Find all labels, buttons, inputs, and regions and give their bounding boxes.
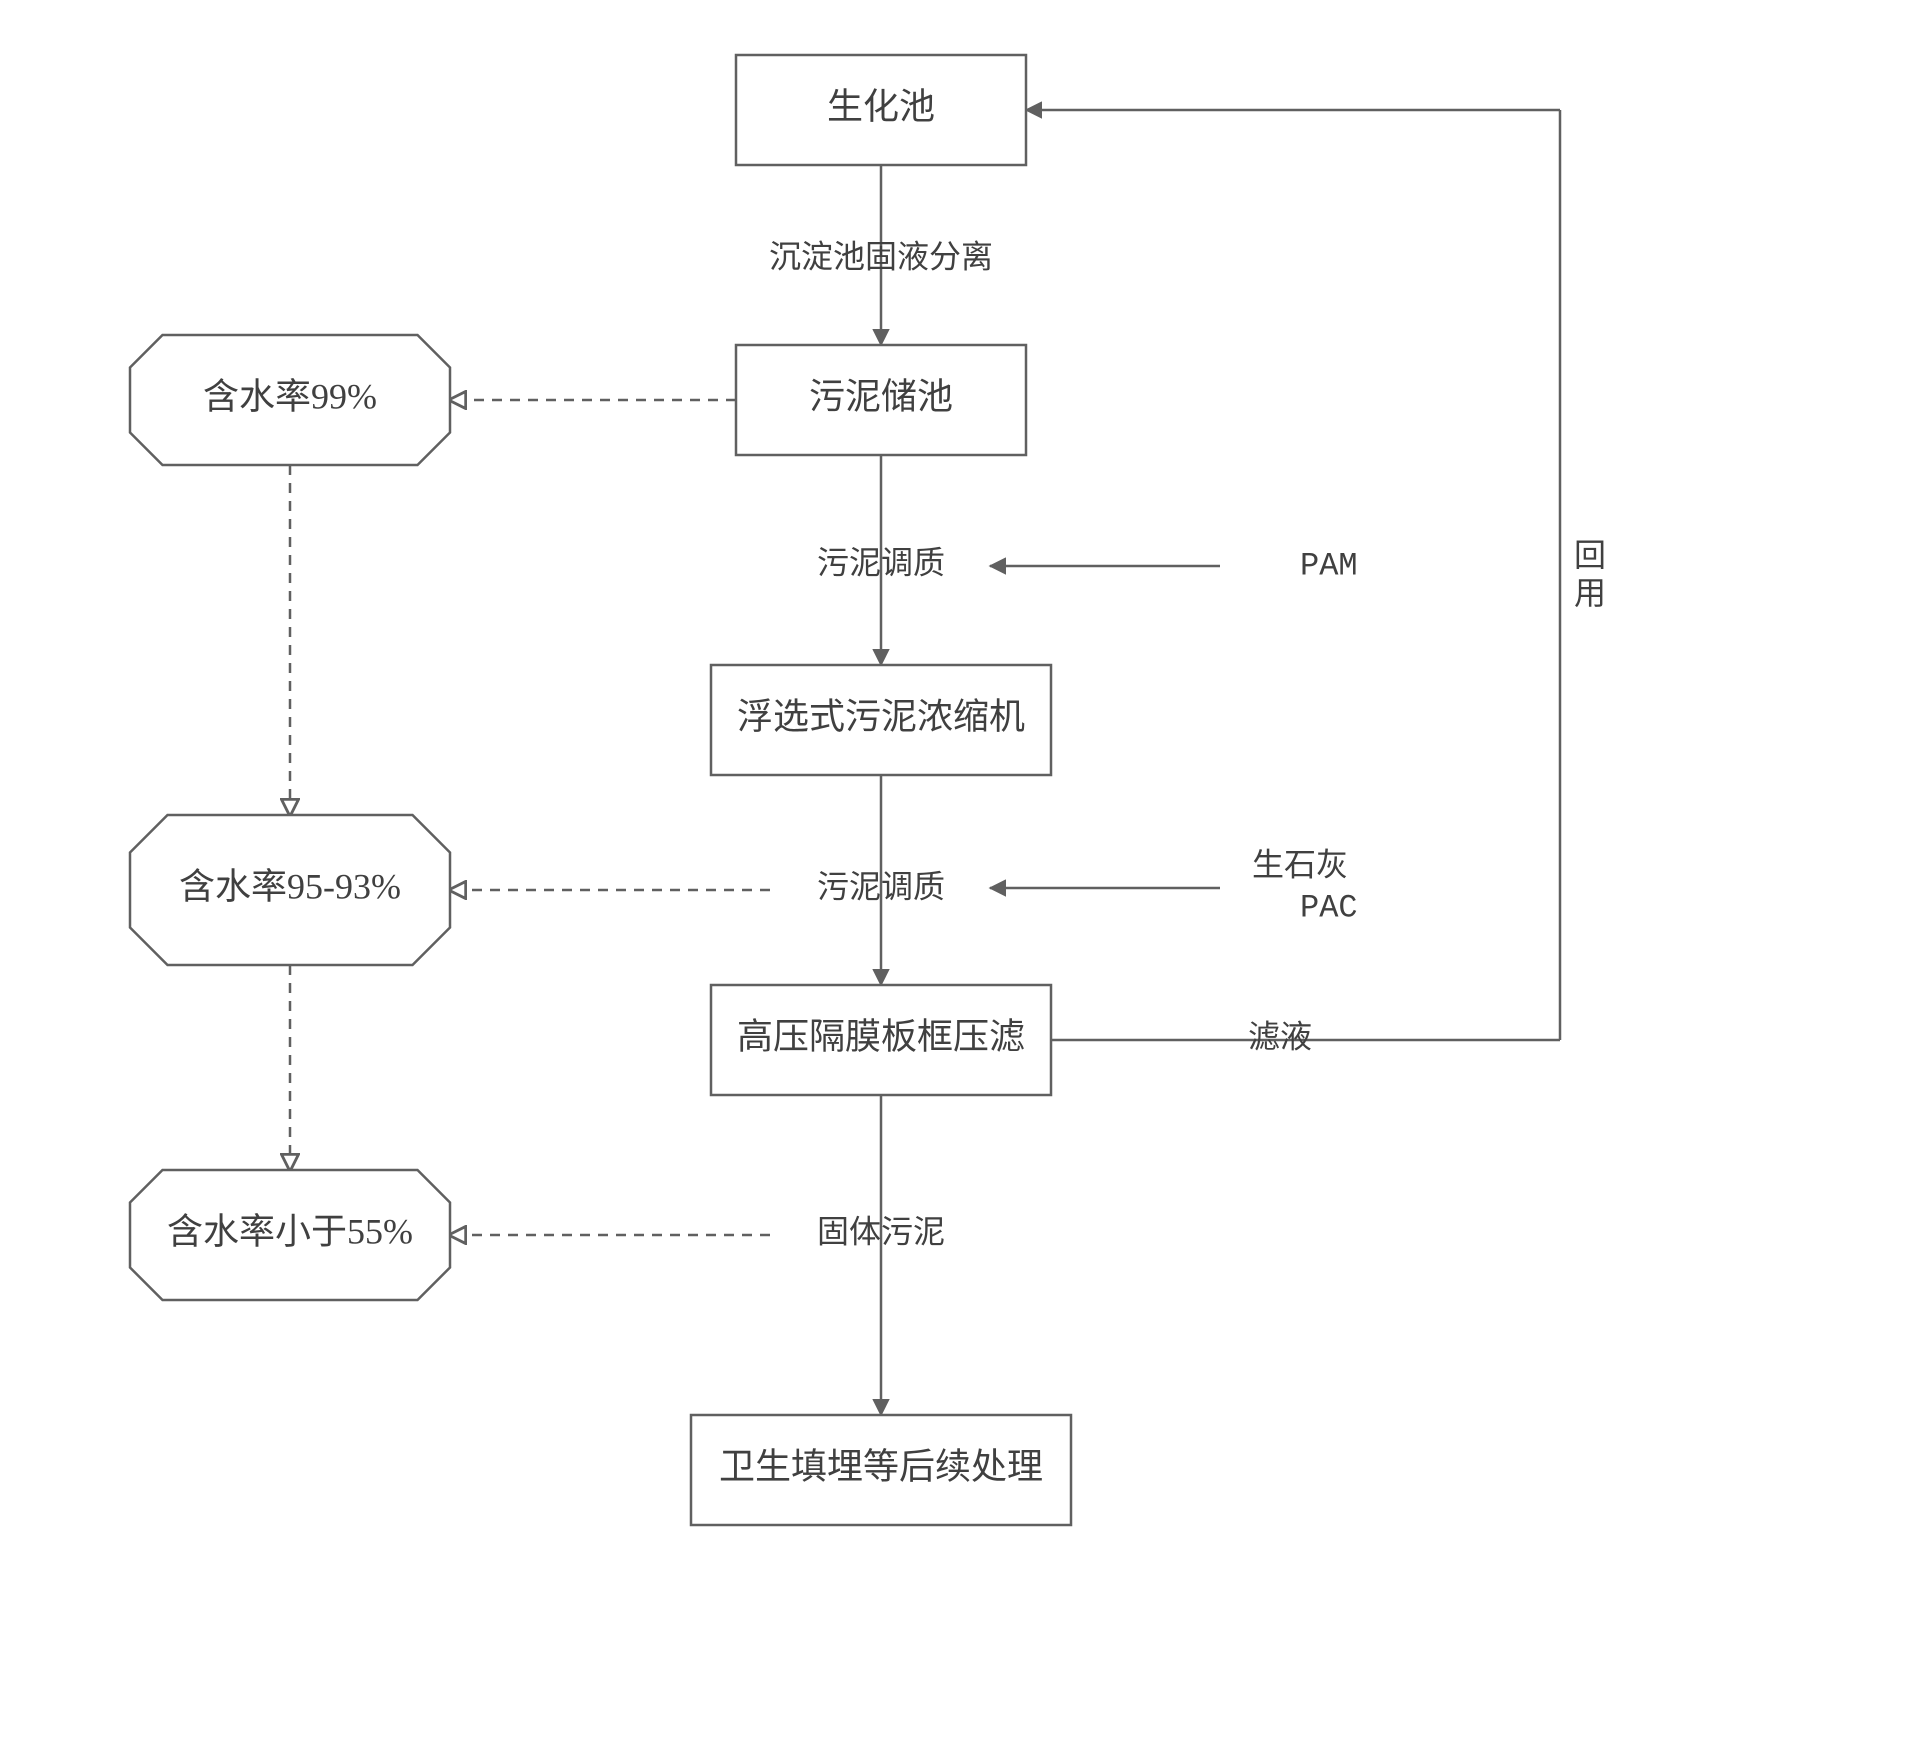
e_pac: PAC [1300,889,1358,926]
n_thickener-label: 浮选式污泥浓缩机 [737,696,1025,736]
e_lime: 生石灰 [1252,846,1348,882]
n_wc95-label: 含水率95-93% [179,866,401,906]
n_wc55-label: 含水率小于55% [167,1211,413,1251]
e_solids: 固体污泥 [817,1213,945,1249]
e_cond1: 污泥调质 [817,544,945,580]
e_cond2: 污泥调质 [817,868,945,904]
n_press-label: 高压隔膜板框压滤 [737,1016,1025,1056]
n_landfill-label: 卫生填埋等后续处理 [719,1446,1043,1486]
n_sludgepool-label: 污泥储池 [809,376,953,416]
e_pam: PAM [1300,547,1358,584]
flowchart-diagram: 生化池污泥储池浮选式污泥浓缩机高压隔膜板框压滤卫生填埋等后续处理 含水率99% 含水… [0,0,1916,1756]
e_sed: 沉淀池固液分离 [769,238,993,274]
n_wc99-label: 含水率99% [203,376,377,416]
n_biotank-label: 生化池 [827,86,935,126]
e_reuse-char1: 用 [1574,575,1606,611]
e_filtrate: 滤液 [1248,1018,1312,1054]
e_reuse-char0: 回 [1574,537,1606,573]
